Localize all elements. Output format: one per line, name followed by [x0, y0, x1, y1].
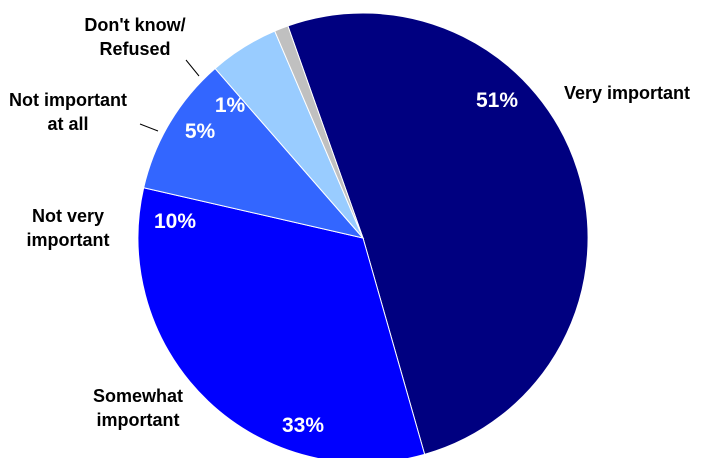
leader-lines-layer — [139, 59, 200, 132]
pie-category-label-line: Refused — [99, 39, 170, 59]
pie-category-label-line: Don't know/ — [84, 15, 185, 35]
pie-value-label-not-very-important: 10% — [154, 210, 196, 233]
pie-value-label-not-important-at-all: 5% — [185, 120, 216, 143]
pie-category-label-line: Not important — [9, 90, 127, 110]
pie-category-label-very-important: Very important — [564, 83, 690, 103]
pie-category-label-not-important-at-all: Not important at all — [9, 90, 127, 134]
percentage-labels-layer: 51% 33% 10% 5% 1% — [154, 89, 518, 437]
pie-category-label-line: Somewhat — [93, 386, 183, 406]
pie-slice-don-t-know-refused — [274, 25, 364, 239]
pie-slice-very-important — [287, 12, 589, 456]
pie-value-label-don-t-know-refused: 1% — [215, 94, 246, 117]
pie-value-label-somewhat-important: 33% — [282, 414, 324, 437]
pie-category-label-not-very-important: Not very important — [27, 206, 110, 250]
pie-category-label-don-t-know-refused: Don't know/Refused — [84, 15, 185, 59]
leader-line-not-important-at-all — [139, 123, 159, 132]
pie-category-label-line: important — [97, 410, 180, 430]
pie-slice-not-very-important — [143, 67, 365, 239]
pie-category-label-line: Very important — [564, 83, 690, 103]
slices-layer — [137, 12, 589, 463]
pie-value-label-very-important: 51% — [476, 89, 518, 112]
pie-category-label-line: Not very — [32, 206, 104, 226]
pie-category-label-somewhat-important: Somewhat important — [93, 386, 183, 430]
pie-category-label-line: important — [27, 230, 110, 250]
category-labels-layer: Very important Somewhat important Not very i… — [9, 15, 690, 430]
leader-line-don-t-know-refused — [185, 59, 200, 77]
pie-category-label-line: at all — [47, 114, 88, 134]
